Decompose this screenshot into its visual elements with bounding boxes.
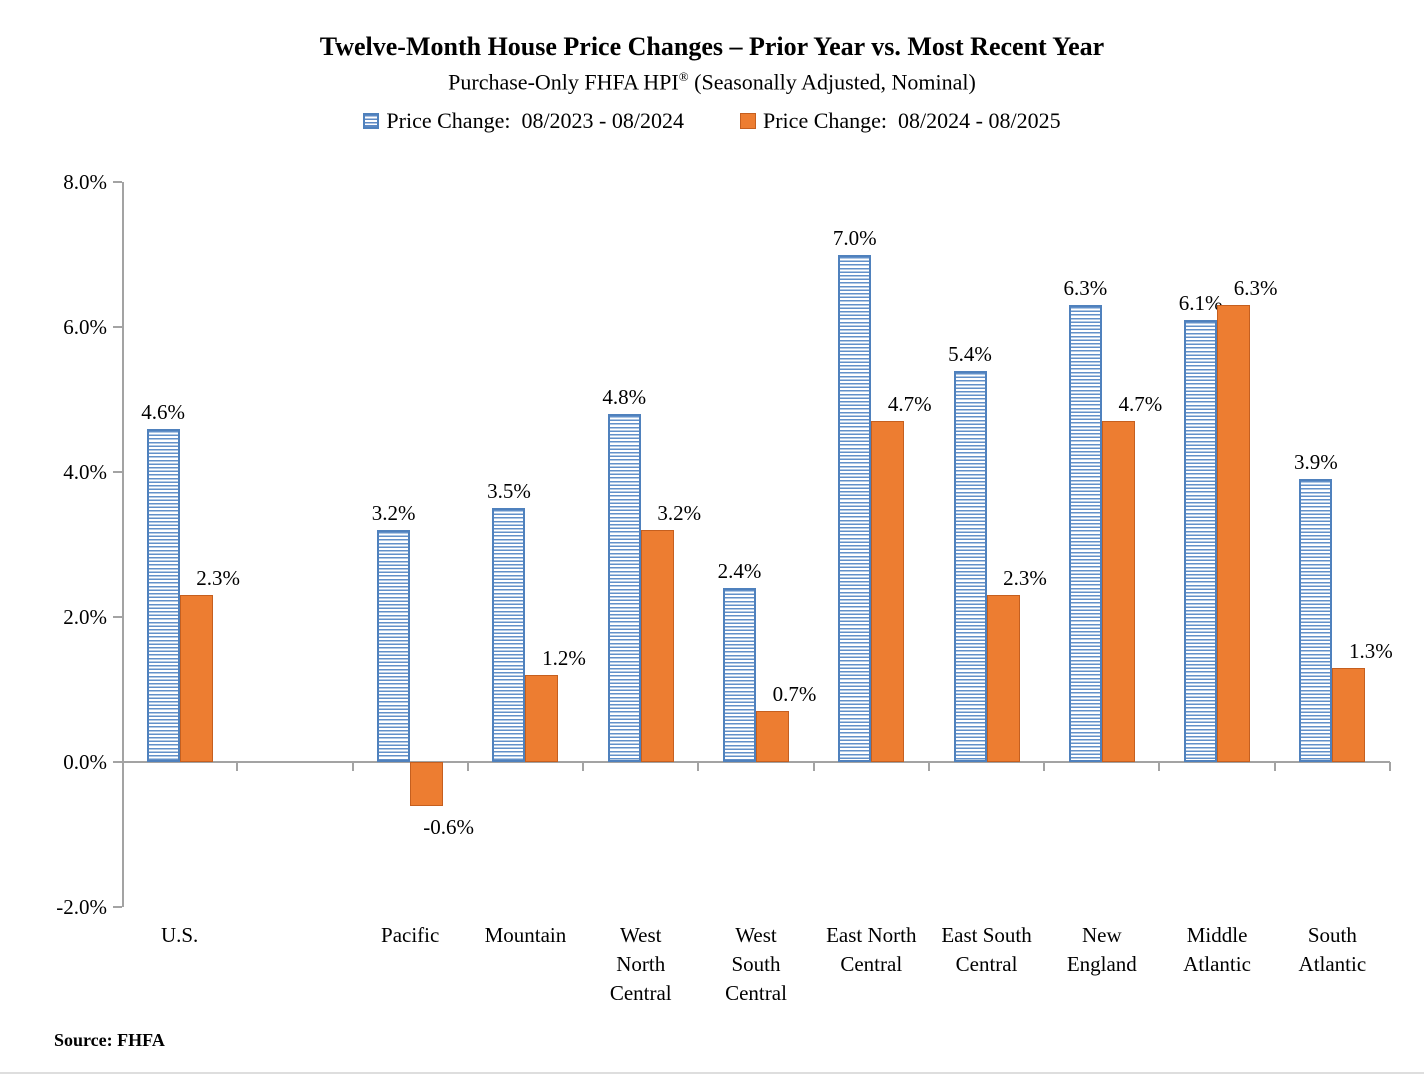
bar-prior-3 xyxy=(607,414,641,762)
subtitle-text-rest: (Seasonally Adjusted, Nominal) xyxy=(688,69,976,95)
category-label-3: West North Central xyxy=(609,923,672,1005)
bar-recent-5 xyxy=(871,421,905,762)
legend-orange-swatch-icon xyxy=(740,113,756,129)
category-label-0: U.S. xyxy=(160,923,199,947)
x-axis-tick xyxy=(466,762,469,771)
y-axis-tick xyxy=(113,326,122,328)
x-axis-tick xyxy=(697,762,700,771)
x-axis-line xyxy=(122,761,1390,763)
legend: Price Change: 08/2023 - 08/2024 Price Ch… xyxy=(0,108,1424,134)
y-axis-tick-label: 6.0% xyxy=(63,315,107,339)
value-label-prior-2: 3.5% xyxy=(487,479,531,504)
x-axis-tick xyxy=(1273,762,1276,771)
chart-subtitle: Purchase-Only FHFA HPI® (Seasonally Adju… xyxy=(0,69,1424,95)
category-label-1: Pacific xyxy=(381,923,440,947)
legend-label-recent: Price Change: 08/2024 - 08/2025 xyxy=(763,108,1061,133)
bar-recent-0 xyxy=(179,595,213,762)
bar-recent-8 xyxy=(1217,305,1251,762)
x-axis-tick xyxy=(236,762,239,771)
bar-prior-7 xyxy=(1068,305,1102,762)
legend-blue-striped-swatch-icon xyxy=(363,113,380,129)
chart-title: Twelve-Month House Price Changes – Prior… xyxy=(319,32,1105,61)
subtitle-text: Purchase-Only FHFA HPI xyxy=(448,69,679,95)
value-label-recent-4: 0.7% xyxy=(772,682,817,707)
bar-prior-6 xyxy=(953,370,987,762)
value-label-prior-9: 3.9% xyxy=(1293,450,1338,475)
bar-prior-4 xyxy=(723,588,756,762)
y-axis-tick-label: 4.0% xyxy=(63,460,107,484)
value-label-prior-8: 6.1% xyxy=(1178,290,1223,315)
x-axis-tick xyxy=(927,762,930,771)
bar-recent-3 xyxy=(640,530,674,762)
bar-recent-1 xyxy=(410,762,444,806)
value-label-recent-7: 4.7% xyxy=(1118,392,1163,417)
value-label-prior-7: 6.3% xyxy=(1063,276,1108,301)
value-label-prior-5: 7.0% xyxy=(832,225,877,250)
y-axis-tick xyxy=(113,761,122,763)
category-label-6: East South Central xyxy=(941,923,1032,976)
bar-prior-8 xyxy=(1184,319,1218,762)
bar-recent-4 xyxy=(756,711,789,762)
value-label-recent-6: 2.3% xyxy=(1003,566,1047,591)
y-axis-tick-label: 0.0% xyxy=(63,750,107,774)
y-axis-tick-label: 2.0% xyxy=(63,605,107,629)
x-axis-tick xyxy=(1158,762,1161,771)
value-label-recent-8: 6.3% xyxy=(1233,276,1278,301)
y-axis-tick-label: 8.0% xyxy=(63,170,107,194)
x-axis-tick xyxy=(1043,762,1046,771)
category-label-9: South Atlantic xyxy=(1298,923,1367,976)
x-axis-tick xyxy=(582,762,585,771)
bar-prior-5 xyxy=(838,254,872,762)
value-label-recent-3: 3.2% xyxy=(657,501,702,525)
bar-recent-6 xyxy=(986,595,1020,762)
x-axis-tick xyxy=(351,762,354,771)
y-axis-line xyxy=(122,182,124,907)
y-axis-tick-label: -2.0% xyxy=(56,895,107,919)
category-label-4: West South Central xyxy=(725,923,787,1005)
bar-prior-1 xyxy=(377,530,411,762)
value-label-recent-1: -0.6% xyxy=(423,814,475,839)
bar-prior-9 xyxy=(1299,479,1333,762)
legend-item-prior: Price Change: 08/2023 - 08/2024 xyxy=(363,108,684,134)
category-label-8: Middle Atlantic xyxy=(1183,923,1251,976)
bottom-divider xyxy=(0,1072,1424,1074)
value-label-recent-2: 1.2% xyxy=(542,646,586,670)
bar-prior-2 xyxy=(492,508,526,762)
y-axis-tick xyxy=(113,181,122,183)
legend-label-prior: Price Change: 08/2023 - 08/2024 xyxy=(386,108,684,133)
value-label-recent-5: 4.7% xyxy=(887,392,932,417)
bar-recent-9 xyxy=(1332,667,1366,762)
value-label-recent-9: 1.3% xyxy=(1348,638,1393,663)
x-axis-tick xyxy=(1389,762,1391,771)
category-label-2: Mountain xyxy=(484,923,567,947)
bar-recent-2 xyxy=(525,675,559,762)
x-axis-tick xyxy=(812,762,815,771)
bar-recent-7 xyxy=(1101,421,1135,762)
category-label-5: East North Central xyxy=(826,923,917,976)
value-label-prior-3: 4.8% xyxy=(602,385,647,409)
y-axis-tick xyxy=(113,616,122,618)
value-label-recent-0: 2.3% xyxy=(196,566,240,591)
legend-item-recent: Price Change: 08/2024 - 08/2025 xyxy=(740,108,1061,134)
value-label-prior-4: 2.4% xyxy=(717,559,762,583)
category-label-7: New England xyxy=(1066,923,1137,976)
bar-prior-0 xyxy=(146,428,180,762)
registered-mark: ® xyxy=(678,69,689,84)
value-label-prior-1: 3.2% xyxy=(371,501,416,525)
value-label-prior-0: 4.6% xyxy=(141,399,185,424)
y-axis-tick xyxy=(113,471,122,473)
value-label-prior-6: 5.4% xyxy=(948,341,992,366)
source-note: Source: FHFA xyxy=(54,1030,165,1050)
y-axis-tick xyxy=(113,906,122,908)
